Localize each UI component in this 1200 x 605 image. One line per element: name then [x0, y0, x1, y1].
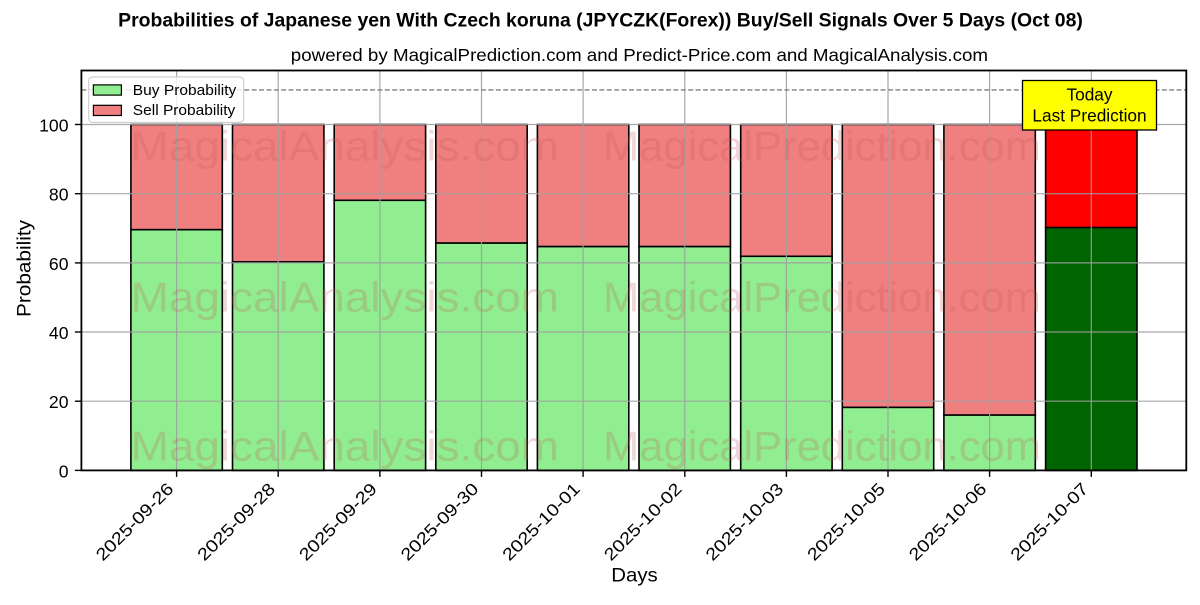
svg-text:20: 20 — [49, 392, 69, 412]
svg-text:Sell Probability: Sell Probability — [133, 103, 236, 119]
svg-text:MagicalAnalysis.com: MagicalAnalysis.com — [131, 423, 559, 470]
svg-text:Today: Today — [1066, 84, 1112, 104]
svg-text:MagicalPrediction.com: MagicalPrediction.com — [603, 273, 1041, 320]
svg-text:Probabilities of Japanese yen: Probabilities of Japanese yen With Czech… — [118, 10, 1083, 32]
svg-text:MagicalAnalysis.com: MagicalAnalysis.com — [131, 273, 559, 320]
svg-text:MagicalPrediction.com: MagicalPrediction.com — [603, 423, 1041, 470]
svg-text:MagicalPrediction.com: MagicalPrediction.com — [603, 123, 1041, 170]
svg-text:Probability: Probability — [14, 220, 36, 317]
svg-text:powered by MagicalPrediction.c: powered by MagicalPrediction.com and Pre… — [291, 45, 988, 65]
svg-text:MagicalAnalysis.com: MagicalAnalysis.com — [131, 123, 559, 170]
svg-text:Days: Days — [611, 564, 658, 586]
svg-text:40: 40 — [49, 323, 69, 343]
svg-text:Buy Probability: Buy Probability — [133, 83, 237, 99]
svg-text:80: 80 — [49, 185, 69, 205]
svg-text:60: 60 — [49, 254, 69, 274]
svg-text:100: 100 — [39, 115, 69, 135]
svg-text:Last Prediction: Last Prediction — [1032, 105, 1146, 125]
svg-text:0: 0 — [59, 461, 69, 481]
